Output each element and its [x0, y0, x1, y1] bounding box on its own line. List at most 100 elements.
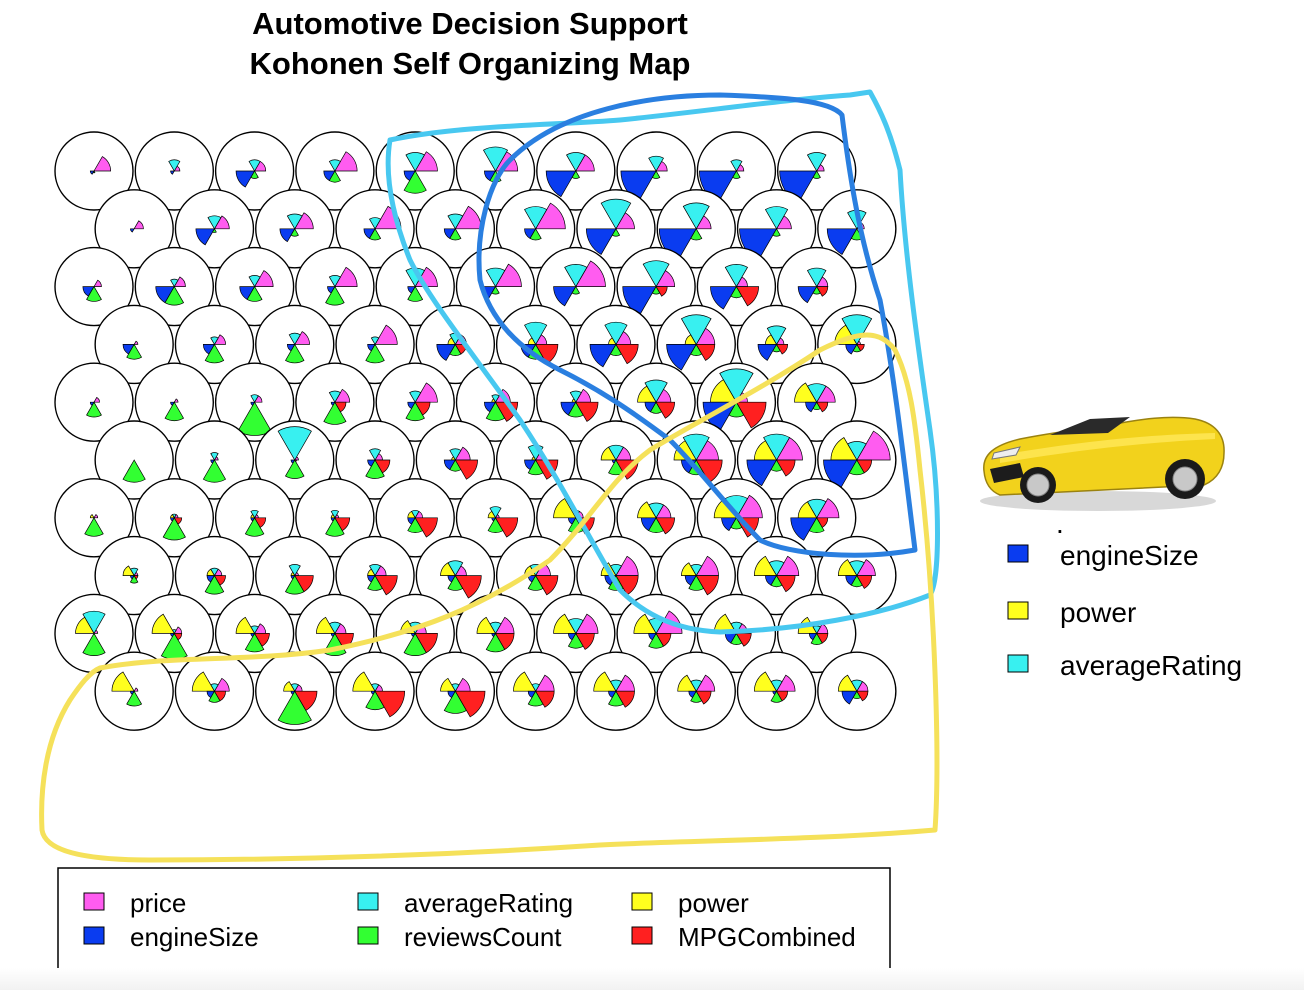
segment-MPGCombined: [655, 633, 672, 647]
segment-MPGCombined: [535, 690, 555, 708]
segment-MPGCombined: [374, 459, 391, 474]
segment-reviewsCount: [529, 228, 542, 241]
segment-MPGCombined: [253, 633, 270, 647]
segment-averageRating: [682, 433, 710, 461]
segment-MPGCombined: [775, 575, 796, 593]
legend-label-reviewsCount: reviewsCount: [404, 922, 562, 952]
segment-engineSize: [826, 228, 858, 255]
segment-engineSize: [790, 517, 818, 541]
segment-power: [151, 613, 175, 634]
segment-averageRating: [449, 448, 462, 461]
segment-price: [414, 151, 438, 172]
segment-reviewsCount: [84, 517, 104, 537]
legend-swatch-MPGCombined: [631, 926, 653, 945]
segment-price: [294, 331, 310, 345]
segment-averageRating: [328, 159, 341, 172]
segment-averageRating: [764, 206, 789, 230]
som-unit: [536, 362, 616, 442]
som-unit: [255, 420, 335, 500]
segment-price: [535, 202, 566, 230]
segment-MPGCombined: [735, 401, 767, 429]
segment-power: [837, 559, 858, 576]
som-unit: [94, 304, 174, 385]
segment-MPGCombined: [816, 517, 829, 528]
segment-power: [553, 498, 577, 519]
som-unit: [375, 478, 455, 558]
segment-MPGCombined: [334, 517, 351, 532]
segment-reviewsCount: [690, 228, 703, 241]
som-unit: [94, 651, 174, 731]
segment-MPGCombined: [213, 690, 226, 702]
side-legend: engineSize power averageRating: [1007, 540, 1242, 681]
segment-MPGCombined: [695, 575, 719, 596]
som-unit: [817, 304, 897, 385]
som-unit: [656, 420, 736, 500]
som-unit: [134, 593, 215, 674]
segment-price: [173, 276, 186, 287]
som-unit: [134, 478, 215, 558]
segment-reviewsCount: [246, 285, 263, 302]
som-unit: [214, 593, 295, 674]
som-unit: [54, 593, 134, 674]
side-legend-swatch-averageRating: [1007, 654, 1029, 673]
segment-MPGCombined: [454, 690, 486, 718]
segment-reviewsCount: [122, 459, 146, 483]
segment-price: [213, 677, 230, 692]
som-unit: [94, 420, 174, 500]
segment-power: [440, 562, 456, 576]
segment-reviewsCount: [651, 170, 661, 179]
segment-engineSize: [845, 344, 858, 355]
segment-averageRating: [680, 314, 712, 346]
cluster-annotations: [39, 89, 940, 863]
som-unit: [54, 362, 134, 442]
segment-averageRating: [207, 215, 222, 230]
segment-price: [93, 279, 102, 287]
dark-blue-cluster-outline: [476, 92, 918, 558]
segment-averageRating: [248, 159, 261, 172]
segment-engineSize: [757, 344, 778, 361]
som-unit: [94, 535, 174, 616]
som-unit: [174, 189, 255, 269]
segment-price: [173, 398, 179, 403]
segment-price: [494, 263, 522, 287]
segment-averageRating: [369, 564, 382, 577]
segment-MPGCombined: [615, 344, 639, 365]
som-unit: [295, 131, 375, 211]
segment-power: [487, 510, 497, 519]
segment-power: [476, 616, 497, 634]
som-unit: [255, 535, 335, 616]
segment-averageRating: [648, 155, 664, 172]
segment-price: [133, 220, 144, 230]
segment-engineSize: [746, 459, 778, 487]
som-unit: [295, 246, 375, 327]
segment-MPGCombined: [374, 690, 406, 718]
segment-price: [93, 514, 99, 519]
som-unit: [415, 651, 496, 731]
segment-averageRating: [288, 564, 301, 577]
side-legend-dot: .: [1056, 508, 1064, 539]
segment-engineSize: [279, 228, 296, 243]
segment-MPGCombined: [655, 517, 675, 535]
segment-engineSize: [805, 401, 818, 413]
segment-MPGCombined: [735, 633, 752, 647]
som-unit: [736, 189, 817, 269]
segment-MPGCombined: [294, 575, 314, 593]
segment-price: [213, 334, 226, 345]
segment-power: [89, 514, 95, 519]
segment-MPGCombined: [454, 575, 482, 599]
segment-reviewsCount: [82, 632, 106, 656]
legend-frame: [57, 867, 891, 973]
som-unit: [54, 246, 134, 327]
som-unit: [214, 246, 295, 327]
segment-reviewsCount: [129, 574, 139, 584]
segment-reviewsCount: [449, 228, 462, 241]
segment-MPGCombined: [334, 401, 347, 413]
legend-label-power: power: [678, 888, 749, 918]
segment-averageRating: [170, 278, 179, 288]
segment-reviewsCount: [611, 228, 621, 237]
segment-power: [191, 671, 216, 692]
segment-power: [637, 385, 657, 403]
som-unit: [174, 651, 255, 731]
segment-engineSize: [589, 344, 617, 368]
segment-MPGCombined: [535, 575, 559, 596]
